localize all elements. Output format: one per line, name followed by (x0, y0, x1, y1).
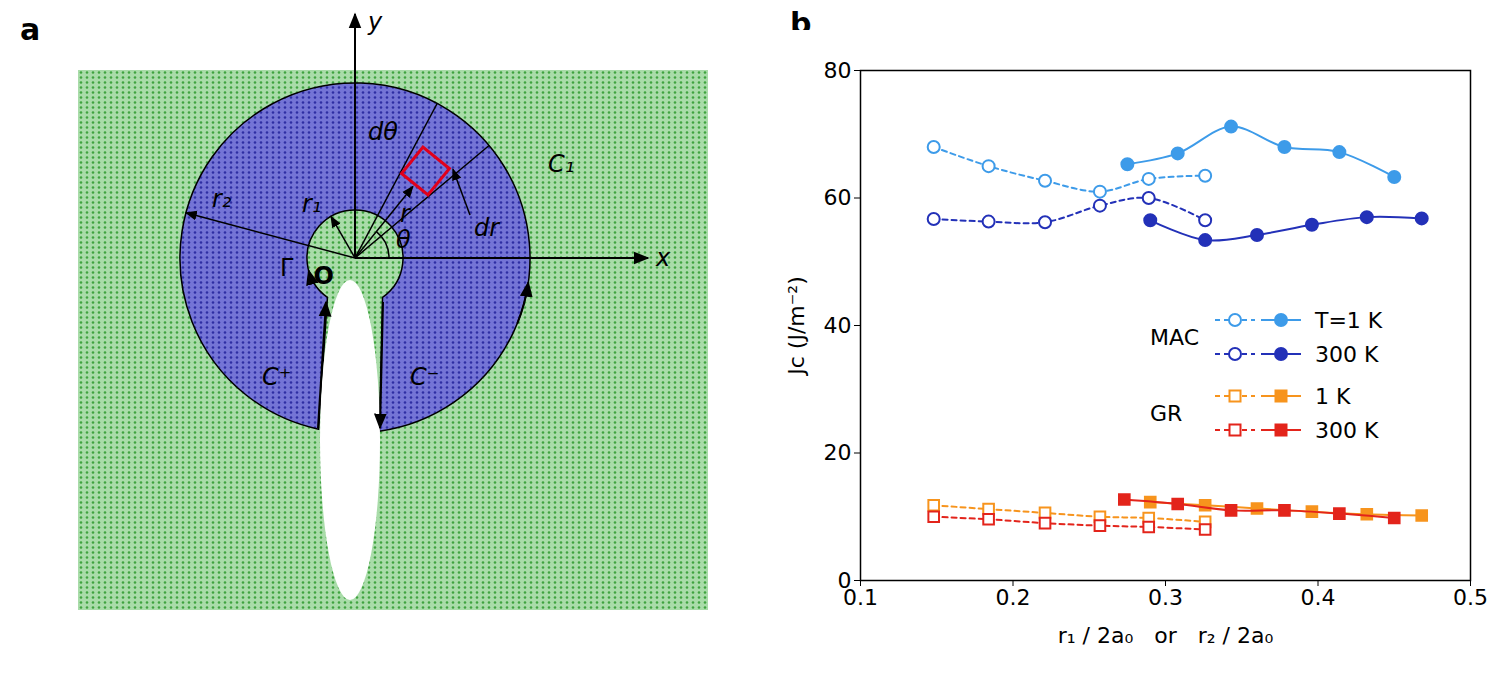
svg-text:dθ: dθ (368, 118, 398, 146)
svg-text:300 K: 300 K (1315, 418, 1379, 443)
svg-text:0.5: 0.5 (1453, 585, 1488, 610)
svg-text:1 K: 1 K (1315, 384, 1351, 409)
html-text:b: b (790, 6, 812, 41)
svg-text:r₂: r₂ (212, 185, 232, 213)
svg-text:r₁ / 2a₀ or r₂ / 2a₀: r₁ / 2a₀ or r₂ / 2a₀ (1058, 623, 1274, 648)
svg-text:Jᴄ (J/m⁻²): Jᴄ (J/m⁻²) (784, 276, 809, 377)
svg-text:dr: dr (474, 214, 501, 242)
svg-text:20: 20 (824, 440, 852, 465)
svg-text:x: x (655, 244, 671, 272)
svg-text:60: 60 (824, 185, 852, 210)
svg-text:0.2: 0.2 (996, 585, 1031, 610)
svg-text:T=1 K: T=1 K (1314, 308, 1383, 333)
svg-text:C₁: C₁ (548, 150, 574, 178)
svg-text:r: r (400, 200, 412, 228)
svg-text:0.3: 0.3 (1148, 585, 1183, 610)
svg-text:Γ: Γ (280, 254, 294, 282)
svg-text:y: y (367, 8, 383, 36)
svg-text:O: O (314, 262, 334, 290)
svg-text:GR: GR (1150, 401, 1182, 426)
svg-text:a: a (20, 12, 40, 47)
svg-text:300 K: 300 K (1315, 342, 1379, 367)
svg-text:0: 0 (837, 567, 852, 593)
svg-text:C⁺: C⁺ (262, 363, 291, 391)
svg-text:θ: θ (396, 226, 411, 254)
svg-text:MAC: MAC (1150, 325, 1199, 350)
svg-text:40: 40 (824, 313, 852, 338)
svg-text:80: 80 (824, 58, 852, 83)
svg-text:0.1: 0.1 (843, 585, 878, 610)
svg-text:0.4: 0.4 (1301, 585, 1336, 610)
svg-text:C⁻: C⁻ (410, 363, 439, 391)
svg-text:r₁: r₁ (302, 190, 322, 218)
